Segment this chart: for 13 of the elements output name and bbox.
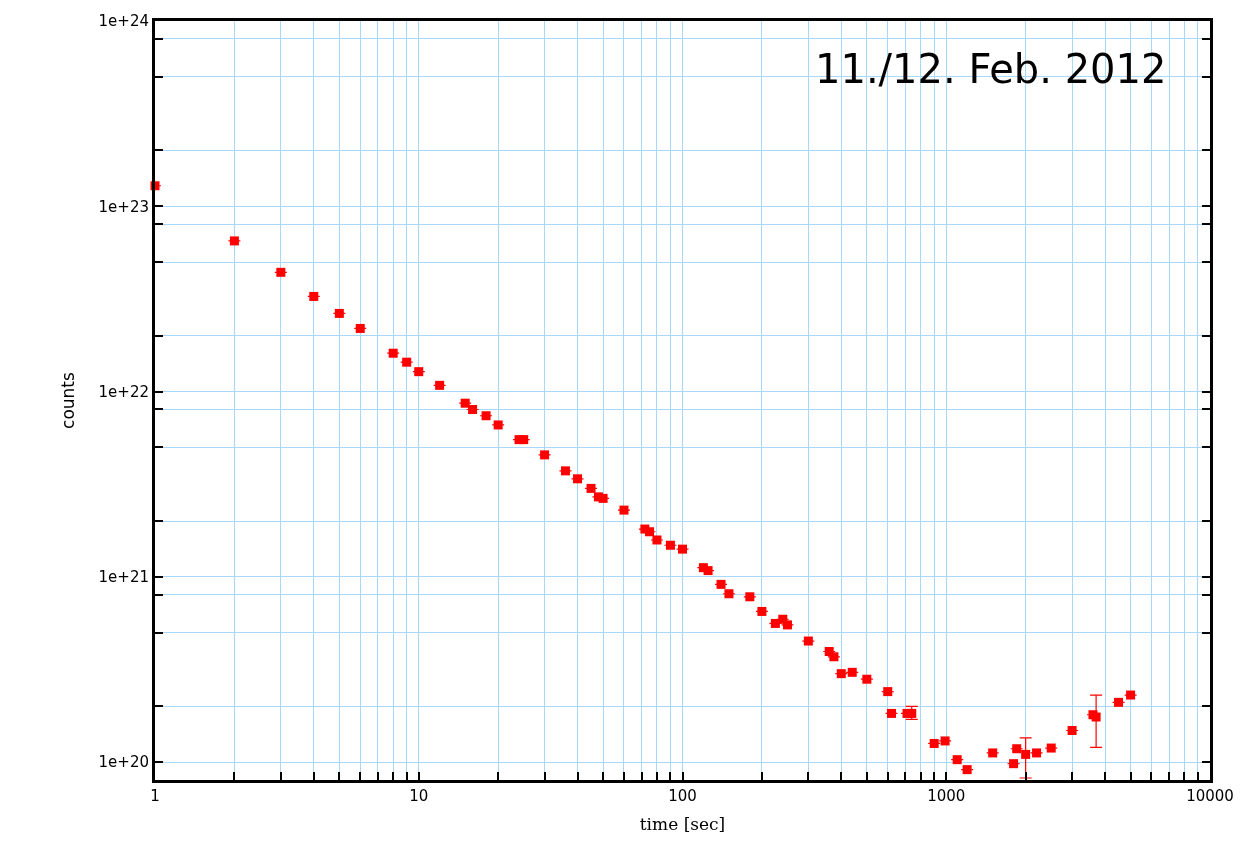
y-tick-label: 1e+23 bbox=[98, 197, 149, 216]
x-tick-label: 100 bbox=[668, 787, 697, 805]
y-tick-label: 1e+24 bbox=[98, 12, 149, 31]
x-tick-label: 1000 bbox=[927, 787, 966, 805]
y-tick-label: 1e+21 bbox=[98, 568, 149, 587]
x-axis-title: time [sec] bbox=[639, 814, 726, 835]
x-tick-label: 10000 bbox=[1186, 787, 1234, 805]
annotation: 11./12. Feb. 2012 bbox=[815, 46, 1167, 92]
x-tick-label: 10 bbox=[409, 787, 429, 805]
y-tick-label: 1e+20 bbox=[98, 753, 149, 772]
y-tick-label: 1e+22 bbox=[98, 382, 149, 401]
y-axis-title: counts bbox=[58, 371, 79, 429]
x-tick-label: 1 bbox=[150, 787, 160, 805]
